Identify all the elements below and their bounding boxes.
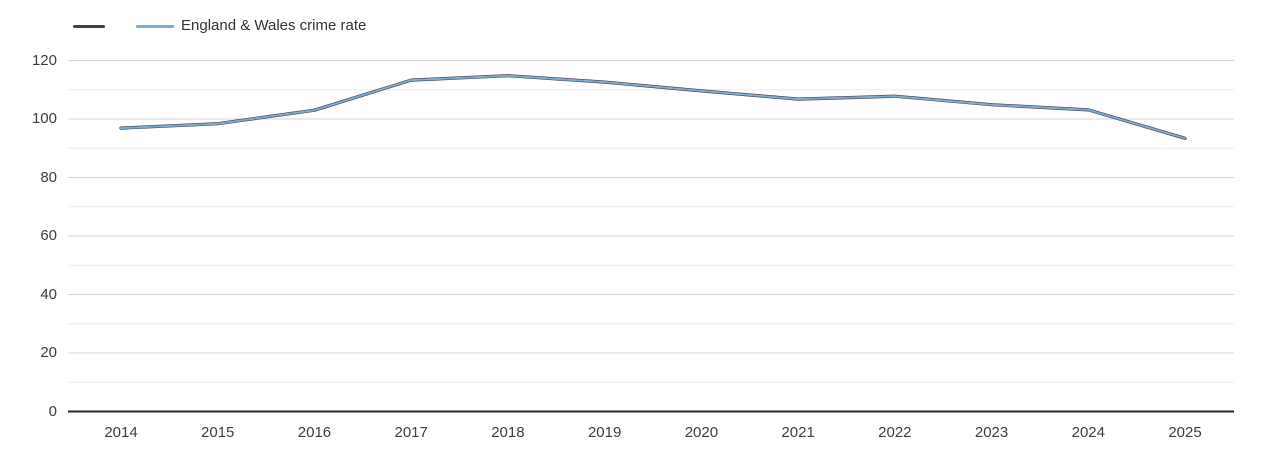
x-tick-label-2015: 2015 bbox=[201, 424, 235, 441]
x-tick-label-2017: 2017 bbox=[394, 424, 428, 441]
y-tick-label-40: 40 bbox=[40, 285, 57, 303]
x-tick-label-2025: 2025 bbox=[1168, 424, 1202, 441]
y-tick-label-80: 80 bbox=[40, 168, 57, 186]
legend-item-england-wales[interactable]: England & Wales crime rate bbox=[136, 16, 366, 36]
x-tick-label-2023: 2023 bbox=[974, 424, 1009, 441]
minor-gridlines bbox=[68, 89, 1234, 383]
legend-label-england-wales: England & Wales crime rate bbox=[181, 17, 367, 34]
legend-line-swatch-blue bbox=[136, 24, 174, 28]
x-tick-label-2014: 2014 bbox=[104, 424, 138, 441]
legend-item-area-series[interactable] bbox=[73, 24, 105, 28]
x-tick-label-2019: 2019 bbox=[587, 424, 622, 441]
legend-line-swatch-dark bbox=[73, 24, 105, 28]
x-tick-label-2021: 2021 bbox=[781, 424, 815, 441]
x-tick-label-2018: 2018 bbox=[491, 424, 525, 441]
y-tick-label-60: 60 bbox=[40, 227, 57, 244]
y-tick-label-20: 20 bbox=[40, 344, 57, 361]
series-lines bbox=[119, 74, 1187, 140]
x-tick-label-2020: 2020 bbox=[684, 424, 719, 441]
y-tick-label-120: 120 bbox=[31, 51, 57, 69]
x-tick-label-2016: 2016 bbox=[297, 424, 332, 441]
y-axis-labels: 0 20 40 60 80 100 120 bbox=[0, 0, 57, 450]
chart-legend: England & Wales crime rate bbox=[73, 16, 366, 36]
x-tick-label-2022: 2022 bbox=[878, 424, 912, 441]
x-tick-label-2024: 2024 bbox=[1071, 424, 1105, 441]
y-tick-label-0: 0 bbox=[48, 402, 57, 420]
y-tick-label-100: 100 bbox=[31, 110, 57, 127]
series-line-england-wales[interactable] bbox=[120, 74, 1186, 140]
